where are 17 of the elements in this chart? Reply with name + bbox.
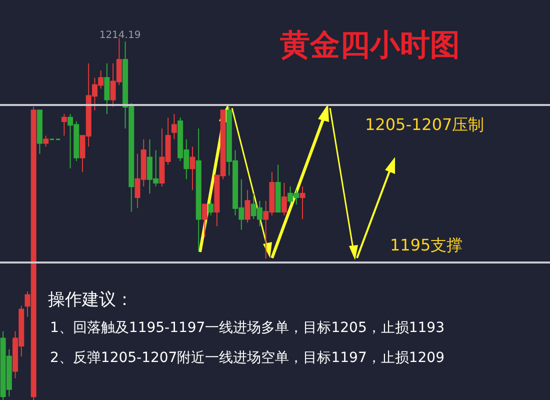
candlestick [300, 186, 306, 220]
candlestick [244, 190, 250, 224]
candlestick [281, 182, 287, 216]
annotation: 1214.19 [99, 30, 141, 41]
chart-title: 黄金四小时图 [280, 28, 460, 63]
annotation: 1、回落触及1195-1197一线进场多单，目标1205，止损1193 [50, 320, 444, 336]
candlestick [208, 200, 214, 216]
annotation: 操作建议： [48, 290, 133, 310]
ref-line-label: 1205-1207压制 [365, 114, 484, 134]
candlestick [43, 135, 49, 148]
candlestick [171, 114, 177, 140]
candlestick [61, 114, 67, 136]
annotation: 2、反弹1205-1207附近一线进场空单，目标1197，止损1209 [50, 350, 444, 366]
candlestick [190, 146, 196, 191]
ref-line-label: 1195支撑 [390, 235, 463, 254]
candlestick [104, 62, 110, 115]
candlestick [202, 204, 208, 238]
